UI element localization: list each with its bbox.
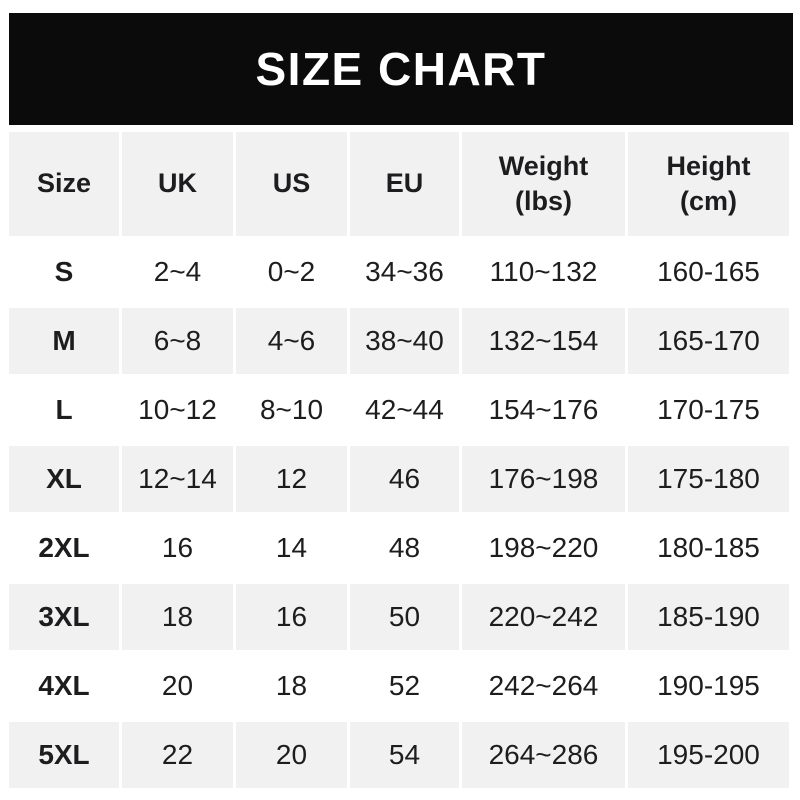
cell-uk: 22 <box>122 722 233 788</box>
cell-size: XL <box>9 446 119 512</box>
cell-height: 160-165 <box>628 239 789 305</box>
table-row-s: S 2~4 0~2 34~36 110~132 160-165 <box>9 239 789 305</box>
column-header-uk: UK <box>122 132 233 236</box>
cell-us: 8~10 <box>236 377 347 443</box>
cell-size: 3XL <box>9 584 119 650</box>
table-row-4xl: 4XL 20 18 52 242~264 190-195 <box>9 653 789 719</box>
cell-us: 20 <box>236 722 347 788</box>
table-row-l: L 10~12 8~10 42~44 154~176 170-175 <box>9 377 789 443</box>
cell-weight: 154~176 <box>462 377 625 443</box>
cell-eu: 48 <box>350 515 459 581</box>
cell-eu: 46 <box>350 446 459 512</box>
cell-height: 170-175 <box>628 377 789 443</box>
cell-weight: 264~286 <box>462 722 625 788</box>
cell-weight: 220~242 <box>462 584 625 650</box>
header-row: Size UK US EU Weight (lbs) Height (cm) <box>9 132 789 236</box>
cell-eu: 34~36 <box>350 239 459 305</box>
cell-eu: 52 <box>350 653 459 719</box>
cell-us: 16 <box>236 584 347 650</box>
cell-height: 165-170 <box>628 308 789 374</box>
table-row-5xl: 5XL 22 20 54 264~286 195-200 <box>9 722 789 788</box>
cell-height: 195-200 <box>628 722 789 788</box>
cell-weight: 198~220 <box>462 515 625 581</box>
cell-size: 4XL <box>9 653 119 719</box>
cell-height: 180-185 <box>628 515 789 581</box>
table-row-2xl: 2XL 16 14 48 198~220 180-185 <box>9 515 789 581</box>
cell-eu: 54 <box>350 722 459 788</box>
table-header: Size UK US EU Weight (lbs) Height (cm) <box>9 132 789 236</box>
table-row-3xl: 3XL 18 16 50 220~242 185-190 <box>9 584 789 650</box>
cell-us: 0~2 <box>236 239 347 305</box>
cell-uk: 18 <box>122 584 233 650</box>
column-header-eu: EU <box>350 132 459 236</box>
cell-uk: 16 <box>122 515 233 581</box>
size-chart-table: Size UK US EU Weight (lbs) Height (cm) S… <box>6 129 792 791</box>
cell-height: 185-190 <box>628 584 789 650</box>
cell-us: 12 <box>236 446 347 512</box>
cell-us: 4~6 <box>236 308 347 374</box>
page-title: SIZE CHART <box>255 43 547 95</box>
cell-eu: 50 <box>350 584 459 650</box>
table-row-xl: XL 12~14 12 46 176~198 175-180 <box>9 446 789 512</box>
cell-height: 190-195 <box>628 653 789 719</box>
cell-size: M <box>9 308 119 374</box>
cell-uk: 2~4 <box>122 239 233 305</box>
table-row-m: M 6~8 4~6 38~40 132~154 165-170 <box>9 308 789 374</box>
cell-uk: 10~12 <box>122 377 233 443</box>
cell-us: 14 <box>236 515 347 581</box>
cell-uk: 12~14 <box>122 446 233 512</box>
cell-weight: 242~264 <box>462 653 625 719</box>
cell-uk: 20 <box>122 653 233 719</box>
cell-us: 18 <box>236 653 347 719</box>
cell-eu: 42~44 <box>350 377 459 443</box>
column-header-size: Size <box>9 132 119 236</box>
title-banner: SIZE CHART <box>9 13 793 125</box>
cell-size: 5XL <box>9 722 119 788</box>
cell-size: L <box>9 377 119 443</box>
cell-eu: 38~40 <box>350 308 459 374</box>
cell-height: 175-180 <box>628 446 789 512</box>
column-header-weight: Weight (lbs) <box>462 132 625 236</box>
cell-size: 2XL <box>9 515 119 581</box>
column-header-us: US <box>236 132 347 236</box>
cell-weight: 110~132 <box>462 239 625 305</box>
column-header-height: Height (cm) <box>628 132 789 236</box>
cell-size: S <box>9 239 119 305</box>
table-body: S 2~4 0~2 34~36 110~132 160-165 M 6~8 4~… <box>9 239 789 788</box>
cell-uk: 6~8 <box>122 308 233 374</box>
cell-weight: 132~154 <box>462 308 625 374</box>
cell-weight: 176~198 <box>462 446 625 512</box>
